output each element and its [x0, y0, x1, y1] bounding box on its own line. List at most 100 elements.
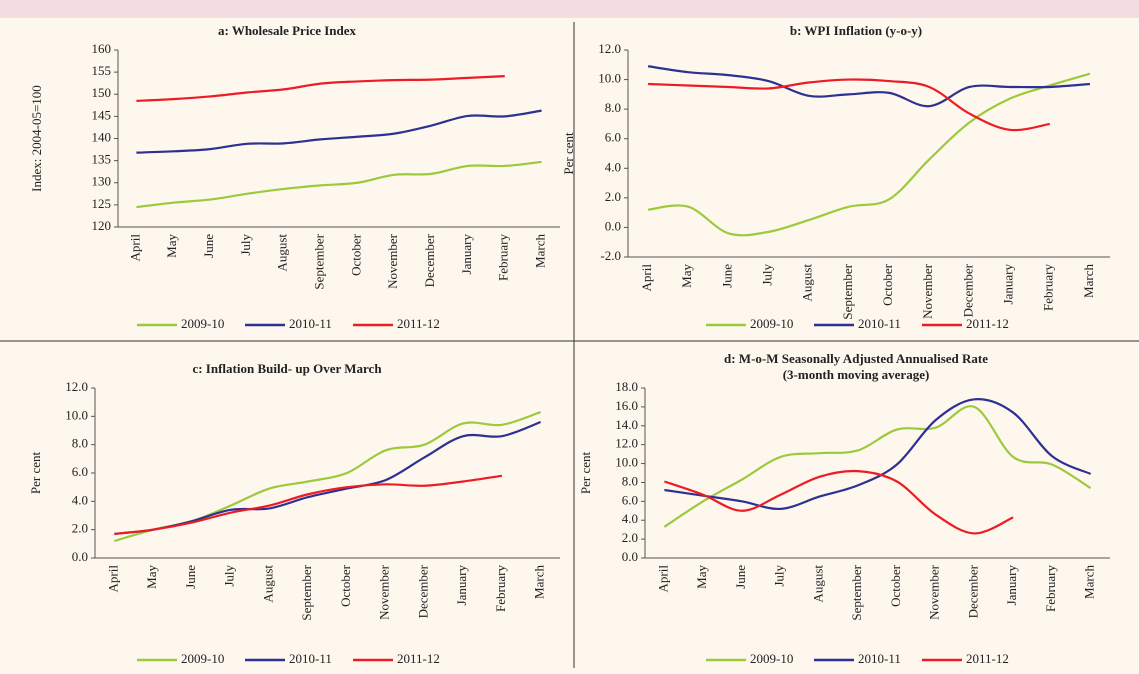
x-tick-label: January — [1004, 565, 1019, 606]
y-tick-label: 18.0 — [615, 379, 638, 394]
x-tick-label: February — [1043, 565, 1058, 612]
y-axis-label: Per cent — [578, 451, 593, 494]
y-tick-label: 4.0 — [605, 159, 621, 174]
x-tick-label: April — [655, 565, 670, 593]
x-tick-label: June — [733, 565, 748, 589]
x-tick-label: April — [639, 264, 654, 292]
y-tick-label: 135 — [92, 152, 112, 167]
y-tick-label: 10.0 — [65, 407, 88, 422]
x-tick-label: June — [201, 234, 216, 258]
y-tick-label: 2.0 — [622, 530, 638, 545]
y-tick-label: 14.0 — [615, 417, 638, 432]
x-tick-label: August — [275, 234, 290, 272]
y-tick-label: 150 — [92, 85, 112, 100]
y-tick-label: 160 — [92, 41, 112, 56]
y-tick-label: 4.0 — [72, 492, 88, 507]
y-tick-label: 6.0 — [622, 492, 638, 507]
legend-label: 2009-10 — [750, 651, 793, 666]
x-tick-label: July — [238, 234, 253, 256]
legend-label: 2010-11 — [289, 651, 332, 666]
y-axis-label: Per cent — [561, 132, 576, 175]
x-tick-label: December — [965, 564, 980, 618]
x-tick-label: September — [849, 564, 864, 620]
x-tick-label: January — [1001, 264, 1016, 305]
line-series — [136, 109, 542, 154]
x-tick-label: February — [1041, 264, 1056, 311]
x-tick-label: October — [888, 564, 903, 607]
x-tick-label: January — [459, 234, 474, 275]
x-tick-label: February — [496, 234, 511, 281]
chart-subtitle: (3-month moving average) — [783, 367, 930, 382]
y-axis-label: Per cent — [28, 451, 43, 494]
x-tick-label: December — [415, 564, 430, 618]
x-tick-label: May — [694, 565, 709, 589]
x-tick-label: April — [105, 565, 120, 593]
x-tick-label: August — [800, 264, 815, 302]
x-tick-label: March — [533, 234, 548, 268]
y-tick-label: 125 — [92, 196, 112, 211]
chart-title: b: WPI Inflation (y-o-y) — [790, 23, 922, 38]
x-tick-label: April — [127, 234, 142, 262]
line-series — [663, 405, 1092, 528]
legend-label: 2009-10 — [750, 316, 793, 331]
legend-label: 2011-12 — [397, 651, 440, 666]
x-tick-label: July — [772, 565, 787, 587]
y-tick-label: 12.0 — [598, 41, 621, 56]
legend-label: 2010-11 — [858, 316, 901, 331]
legend-label: 2011-12 — [966, 651, 1009, 666]
y-axis-label: Index: 2004-05=100 — [29, 85, 44, 192]
y-tick-label: 2.0 — [605, 189, 621, 204]
chart-title: d: M-o-M Seasonally Adjusted Annualised … — [724, 351, 988, 366]
line-series — [664, 469, 1014, 535]
x-tick-label: March — [532, 565, 547, 599]
y-tick-label: 155 — [92, 63, 112, 78]
legend-label: 2010-11 — [858, 651, 901, 666]
x-tick-label: May — [144, 565, 159, 589]
line-series — [136, 160, 542, 209]
x-tick-label: January — [454, 565, 469, 606]
y-tick-label: 120 — [92, 218, 112, 233]
line-series — [114, 420, 542, 536]
x-tick-label: October — [880, 263, 895, 306]
x-tick-label: June — [183, 565, 198, 589]
line-series — [648, 78, 1050, 132]
y-tick-label: 8.0 — [622, 473, 638, 488]
y-tick-label: 130 — [92, 174, 112, 189]
legend-label: 2009-10 — [181, 316, 224, 331]
y-tick-label: 12.0 — [65, 379, 88, 394]
y-tick-label: 10.0 — [615, 455, 638, 470]
y-tick-label: 8.0 — [605, 100, 621, 115]
x-tick-label: May — [164, 234, 179, 258]
x-tick-label: September — [312, 233, 327, 289]
x-tick-label: February — [493, 565, 508, 612]
x-tick-label: June — [719, 264, 734, 288]
x-tick-label: September — [299, 564, 314, 620]
x-tick-label: November — [385, 233, 400, 289]
legend-label: 2011-12 — [966, 316, 1009, 331]
legend-label: 2009-10 — [181, 651, 224, 666]
y-tick-label: 8.0 — [72, 436, 88, 451]
y-tick-label: 6.0 — [72, 464, 88, 479]
line-series — [114, 474, 503, 536]
x-tick-label: November — [377, 564, 392, 620]
y-tick-label: 0.0 — [622, 549, 638, 564]
chart-title: c: Inflation Build- up Over March — [192, 361, 382, 376]
line-series — [664, 398, 1092, 510]
x-tick-label: May — [679, 264, 694, 288]
x-tick-label: December — [422, 233, 437, 287]
x-tick-label: August — [810, 565, 825, 603]
y-tick-label: 6.0 — [605, 130, 621, 145]
y-tick-label: 2.0 — [72, 521, 88, 536]
x-tick-label: September — [840, 263, 855, 319]
x-tick-label: November — [927, 564, 942, 620]
legend-label: 2011-12 — [397, 316, 440, 331]
y-tick-label: 4.0 — [622, 511, 638, 526]
x-tick-label: October — [348, 233, 363, 276]
top-band — [0, 0, 1139, 18]
x-tick-label: July — [760, 264, 775, 286]
x-tick-label: October — [338, 564, 353, 607]
legend-label: 2010-11 — [289, 316, 332, 331]
y-tick-label: 12.0 — [615, 436, 638, 451]
